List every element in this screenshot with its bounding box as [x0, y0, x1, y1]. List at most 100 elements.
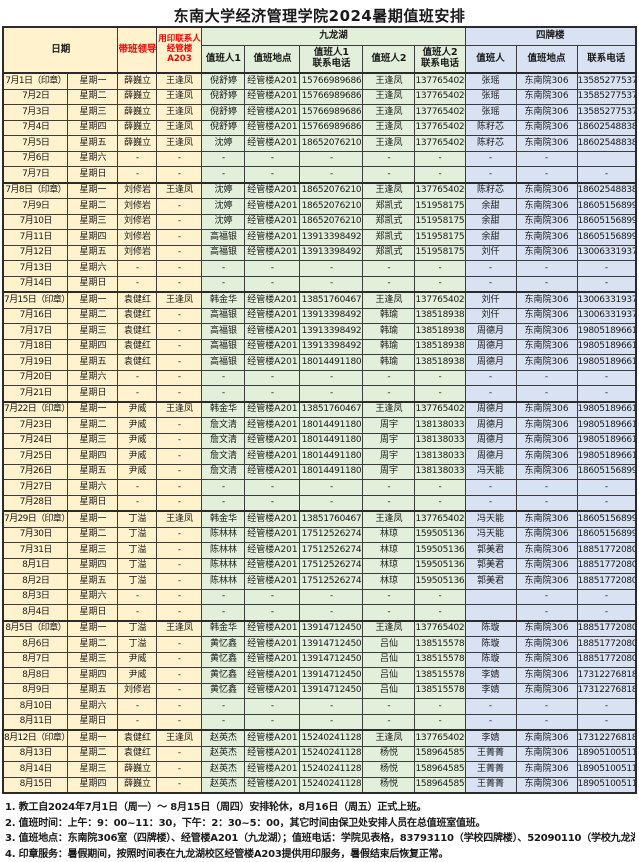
jlh-location-cell: 经管楼A201 [245, 574, 300, 590]
jlh-phone2-cell: 13776540208 [415, 183, 465, 199]
table-row: 8月4日星期日--------- [3, 605, 636, 621]
spl-person-cell: 冯天能 [465, 511, 516, 527]
page-title: 东南大学经济管理学院2024暑期值班安排 [0, 0, 639, 26]
spl-phone-cell: 19805189661 [577, 449, 636, 465]
weekday-cell: 星期日 [68, 605, 118, 621]
jlh-location-cell: - [245, 151, 300, 167]
jlh-location-cell: 经管楼A201 [245, 730, 300, 746]
jlh-person1-cell: 韩金华 [202, 402, 245, 418]
duty-leader-cell: 刘修岩 [118, 183, 157, 199]
spl-location-cell: 东南院306 [516, 73, 577, 89]
jlh-phone2-cell: 15950513630 [415, 574, 465, 590]
jlh-person1-cell: 黄忆鑫 [202, 637, 245, 653]
spl-person-cell: 周德月 [465, 355, 516, 371]
weekday-cell: 星期二 [68, 527, 118, 543]
date-cell: 8月7日 [3, 652, 68, 668]
weekday-cell: 星期三 [68, 105, 118, 121]
spl-person-cell: - [465, 151, 516, 167]
jlh-phone2-cell: 13851893859 [415, 355, 465, 371]
jlh-person1-cell: 沈婷 [202, 183, 245, 199]
date-cell: 7月21日 [3, 386, 68, 402]
spl-person-cell: 冯天能 [465, 527, 516, 543]
header-jlh-phone2: 值班人2 联系电话 [415, 46, 465, 74]
spl-location-cell: 东南院306 [516, 355, 577, 371]
seal-contact-cell: - [157, 543, 202, 559]
duty-leader-cell: 尹威 [118, 464, 157, 480]
seal-contact-cell: 王逢凤 [157, 292, 202, 308]
jlh-phone1-cell: - [300, 167, 363, 183]
jlh-phone1-cell: 18652076210 [300, 136, 363, 152]
date-cell: 7月19日 [3, 355, 68, 371]
jlh-phone2-cell: - [415, 386, 465, 402]
jlh-phone2-cell: 15950513630 [415, 543, 465, 559]
jlh-person2-cell: 韩瑜 [363, 339, 415, 355]
jlh-location-cell: 经管楼A201 [245, 73, 300, 89]
spl-location-cell: 东南院306 [516, 683, 577, 699]
jlh-phone1-cell: - [300, 151, 363, 167]
spl-phone-cell: - [577, 386, 636, 402]
jlh-person1-cell: 詹文清 [202, 464, 245, 480]
note-line: 3. 值班地点：东南院306室（四牌楼）、经管楼A201（九龙湖）；值班电话：学… [5, 831, 635, 847]
jlh-person1-cell: 陈林林 [202, 558, 245, 574]
date-cell: 7月6日 [3, 151, 68, 167]
jlh-person2-cell: 吕仙 [363, 683, 415, 699]
spl-phone-cell: 13006331937 [577, 292, 636, 308]
weekday-cell: 星期四 [68, 777, 118, 793]
jlh-phone1-cell: 13913398492 [300, 324, 363, 340]
spl-phone-cell: 19805189661 [577, 355, 636, 371]
date-cell: 7月4日 [3, 120, 68, 136]
jlh-phone2-cell: 15195817516 [415, 245, 465, 261]
spl-phone-cell: 18851772080 [577, 543, 636, 559]
jlh-person1-cell: 詹文清 [202, 433, 245, 449]
jlh-phone2-cell: 13776540208 [415, 136, 465, 152]
duty-leader-cell: 丁溢 [118, 511, 157, 527]
seal-contact-cell: - [157, 261, 202, 277]
duty-leader-cell: 薛巍立 [118, 120, 157, 136]
spl-location-cell: 东南院306 [516, 183, 577, 199]
jlh-person2-cell: 王逢凤 [363, 183, 415, 199]
seal-contact-cell: - [157, 151, 202, 167]
duty-leader-cell: 袁健红 [118, 746, 157, 762]
spl-phone-cell: 19805189661 [577, 433, 636, 449]
spl-person-cell: 张瑶 [465, 89, 516, 105]
jlh-phone1-cell: 13851760467 [300, 402, 363, 418]
spl-location-cell: 东南院306 [516, 762, 577, 778]
jlh-person1-cell: 沈婷 [202, 199, 245, 215]
jlh-phone1-cell: 15766989686 [300, 89, 363, 105]
jlh-location-cell: - [245, 167, 300, 183]
jlh-phone1-cell: - [300, 386, 363, 402]
footer-notes: 1. 教工自2024年7月1日（周一）～ 8月15日（周四）安排轮休，8月16日… [5, 800, 635, 862]
table-row: 8月3日星期六--------- [3, 589, 636, 605]
spl-person-cell: - [465, 276, 516, 292]
jlh-person1-cell: 赵英杰 [202, 777, 245, 793]
spl-person-cell: - [465, 370, 516, 386]
jlh-person2-cell: 吕仙 [363, 668, 415, 684]
weekday-cell: 星期四 [68, 120, 118, 136]
jlh-location-cell: 经管楼A201 [245, 245, 300, 261]
jlh-person2-cell: 王逢凤 [363, 136, 415, 152]
spl-phone-cell: - [577, 261, 636, 277]
duty-leader-cell: 薛巍立 [118, 89, 157, 105]
weekday-cell: 星期日 [68, 714, 118, 730]
duty-leader-cell: 尹威 [118, 433, 157, 449]
spl-location-cell: 东南院306 [516, 89, 577, 105]
date-cell: 7月25日 [3, 449, 68, 465]
jlh-person1-cell: - [202, 699, 245, 715]
date-cell: 7月31日 [3, 543, 68, 559]
date-cell: 7月22日（印章） [3, 402, 68, 418]
jlh-person1-cell: 陈林林 [202, 543, 245, 559]
duty-leader-cell: - [118, 589, 157, 605]
jlh-phone1-cell: 18014491180 [300, 449, 363, 465]
duty-leader-cell: - [118, 151, 157, 167]
jlh-location-cell: 经管楼A201 [245, 324, 300, 340]
jlh-person1-cell: 赵英杰 [202, 730, 245, 746]
jlh-person1-cell: 高福银 [202, 355, 245, 371]
jlh-person2-cell: 周宇 [363, 464, 415, 480]
jlh-person1-cell: - [202, 480, 245, 496]
jlh-phone1-cell: 17512526274 [300, 527, 363, 543]
